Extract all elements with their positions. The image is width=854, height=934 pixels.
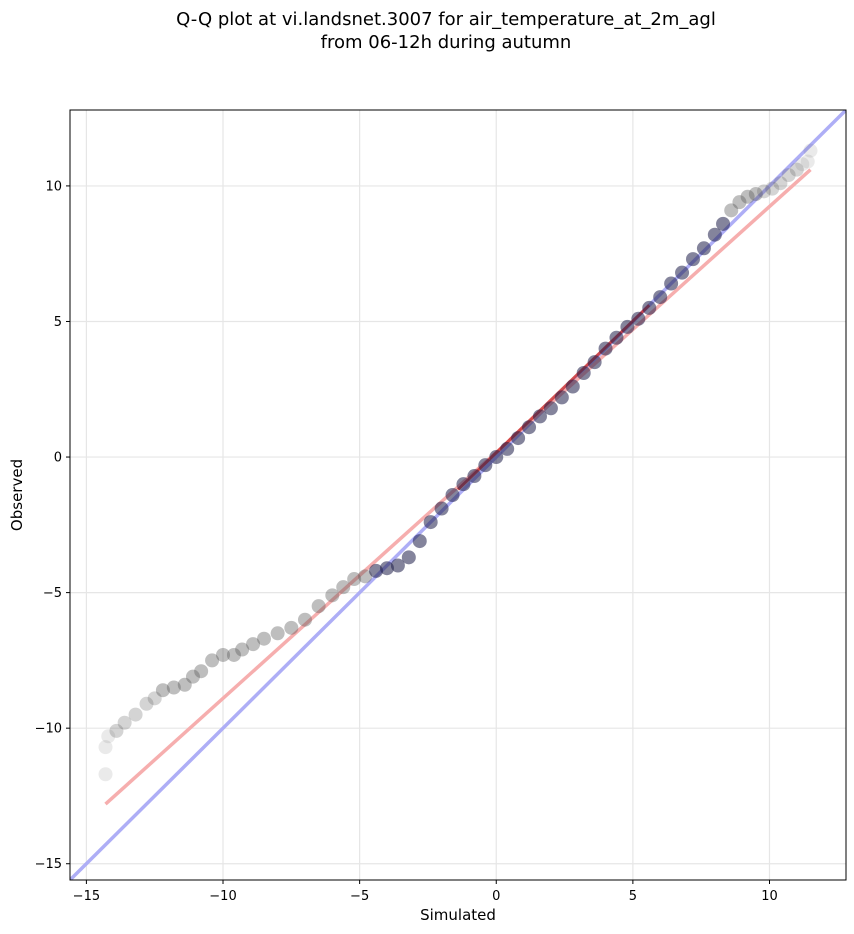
- quantile-point: [390, 558, 405, 573]
- quantile-point: [724, 203, 739, 218]
- quantile-point: [246, 637, 261, 652]
- quantile-point: [609, 330, 624, 345]
- quantile-point: [765, 181, 780, 196]
- quantile-point: [155, 683, 170, 698]
- quantile-point: [803, 143, 818, 158]
- quantile-points: [98, 143, 818, 782]
- y-tick-label: −5: [43, 586, 62, 601]
- quantile-point: [554, 390, 569, 405]
- chart-title-line-1: Q-Q plot at vi.landsnet.3007 for air_tem…: [176, 9, 716, 30]
- quantile-point: [434, 501, 449, 516]
- quantile-point: [270, 626, 285, 641]
- x-tick-label: 5: [629, 889, 637, 904]
- quantile-point: [598, 341, 613, 356]
- quantile-point: [500, 441, 515, 456]
- plot-frame: [69, 109, 847, 881]
- quantile-point: [543, 401, 558, 416]
- quantile-point: [757, 184, 772, 199]
- x-tick-label: −5: [350, 889, 369, 904]
- quantile-point: [565, 379, 580, 394]
- quantile-point: [235, 642, 250, 657]
- quantile-point: [336, 580, 351, 595]
- quantile-point: [423, 515, 438, 530]
- quantile-point: [522, 420, 537, 435]
- quantile-point: [781, 168, 796, 183]
- quantile-point: [101, 729, 116, 744]
- quantile-point: [478, 458, 493, 473]
- quantile-point: [631, 311, 646, 326]
- quantile-point: [325, 588, 340, 603]
- quantile-point: [707, 227, 722, 242]
- quantile-point: [177, 677, 192, 692]
- quantile-point: [117, 715, 132, 730]
- quantile-point: [347, 572, 362, 587]
- quantile-point: [716, 216, 731, 231]
- quantile-point: [194, 664, 209, 679]
- quantile-point: [445, 488, 460, 502]
- quantile-point: [226, 647, 241, 662]
- quantile-point: [369, 563, 384, 578]
- quantile-point: [620, 319, 635, 334]
- x-tick-label: −15: [73, 889, 100, 904]
- quantile-point: [685, 252, 700, 267]
- quantile-point: [740, 189, 755, 204]
- quantile-point: [696, 241, 711, 256]
- quantile-point: [147, 691, 162, 706]
- quantile-point: [311, 599, 326, 614]
- quantile-point: [800, 154, 815, 169]
- quantile-point: [284, 620, 299, 635]
- x-tick-label: 0: [492, 889, 500, 904]
- quantile-point: [467, 469, 482, 484]
- quantile-point: [185, 669, 200, 684]
- quantile-point: [401, 550, 416, 565]
- x-tick-label: −10: [209, 889, 236, 904]
- quantile-point: [675, 265, 690, 280]
- y-axis-label: Observed: [8, 459, 26, 531]
- quantile-point: [653, 290, 668, 305]
- quantile-point: [257, 631, 271, 646]
- y-tick-label: 5: [54, 315, 62, 330]
- quantile-point: [773, 176, 788, 191]
- quantile-point: [642, 300, 657, 315]
- x-tick-label: 10: [761, 889, 778, 904]
- y-tick-label: 10: [45, 179, 62, 194]
- y-tick-label: 0: [54, 451, 62, 466]
- quantile-point: [576, 365, 591, 380]
- gridlines: [70, 110, 846, 880]
- quantile-point: [664, 276, 679, 291]
- quantile-point: [532, 409, 547, 424]
- quantile-point: [205, 653, 220, 668]
- quantile-point: [379, 561, 394, 576]
- quantile-point: [109, 723, 124, 738]
- quantile-point: [128, 707, 143, 722]
- quantile-point: [139, 696, 154, 711]
- x-axis-label: Simulated: [420, 906, 496, 924]
- axis-ticks: −15 −10 −5 0 5 10 −15 −10 −5 0 5 10: [35, 179, 778, 904]
- y-tick-label: −10: [35, 722, 62, 737]
- y-tick-label: −15: [35, 857, 62, 872]
- quantile-point: [789, 162, 804, 177]
- quantile-point: [98, 767, 113, 782]
- quantile-point: [456, 477, 471, 492]
- quantile-point: [216, 647, 231, 662]
- quantile-point: [489, 450, 504, 465]
- quantile-point: [795, 157, 810, 172]
- quantile-point: [358, 569, 373, 584]
- chart-title-line-2: from 06-12h during autumn: [321, 32, 572, 53]
- quantile-point: [98, 740, 113, 755]
- quantile-point: [166, 680, 181, 695]
- quantile-point: [412, 534, 427, 549]
- quantile-point: [748, 187, 763, 202]
- quantile-point: [297, 612, 312, 627]
- quantile-point: [511, 431, 526, 446]
- quantile-point: [587, 355, 602, 370]
- quantile-point: [732, 195, 747, 210]
